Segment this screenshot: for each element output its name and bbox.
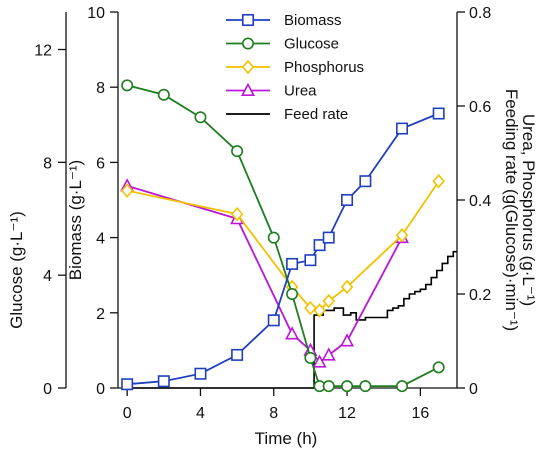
biomass-point <box>359 175 372 188</box>
glucose-point <box>231 145 244 158</box>
biomass-point <box>194 367 207 380</box>
biomass-point <box>231 348 244 361</box>
right-tick-label: 0.4 <box>469 193 491 210</box>
glucose-tick-label: 0 <box>43 381 52 398</box>
biomass-point <box>313 239 326 252</box>
glucose-point <box>194 111 207 124</box>
biomass-point <box>267 314 280 327</box>
legend-label: Feed rate <box>284 106 348 123</box>
urea-series <box>120 178 410 368</box>
glucose-line <box>126 84 440 388</box>
biomass-point <box>322 231 335 244</box>
glucose-point <box>322 380 335 393</box>
time-tick-label: 4 <box>196 405 205 422</box>
biomass-tick-label: 6 <box>96 155 105 172</box>
biomass-tick-label: 2 <box>96 306 105 323</box>
time-ticks: 0 4 8 12 16 <box>123 388 429 422</box>
biomass-series <box>121 107 445 391</box>
right-tick-label: 0.6 <box>469 99 491 116</box>
glucose-point <box>157 88 170 101</box>
urea-point <box>321 347 336 361</box>
legend-swatch-marker <box>240 82 256 96</box>
time-tick-label: 16 <box>411 405 429 422</box>
phosphorus-point <box>395 228 409 243</box>
time-axis: 0 4 8 12 16 Time (h) <box>118 387 457 448</box>
glucose-point <box>286 287 299 300</box>
biomass-point <box>121 378 134 391</box>
legend-swatch-marker <box>242 14 255 26</box>
biomass-point <box>304 254 317 267</box>
legend-swatch-marker <box>242 37 255 50</box>
biomass-line <box>127 112 440 386</box>
phosphorus-point <box>230 206 244 222</box>
legend: Biomass Glucose Phosphorus Urea Feed rate <box>226 12 364 123</box>
time-tick-label: 8 <box>269 405 278 422</box>
glucose-point <box>359 380 372 393</box>
legend-label: Biomass <box>284 12 342 29</box>
glucose-point <box>267 231 280 244</box>
biomass-point <box>396 122 409 135</box>
right-axis-title-line2: Feeding rate (g(Glucose)·min⁻¹) <box>502 89 521 331</box>
legend-label: Urea <box>284 83 317 100</box>
glucose-ticks: 0 4 8 12 <box>34 43 66 398</box>
phosphorus-point <box>313 303 326 318</box>
glucose-series <box>121 79 445 393</box>
phosphorus-point <box>322 293 335 309</box>
biomass-point <box>432 107 445 120</box>
glucose-axis: 0 4 8 12 Glucose (g·L⁻¹) <box>7 12 67 398</box>
glucose-tick-label: 12 <box>34 43 52 60</box>
glucose-axis-title: Glucose (g·L⁻¹) <box>7 211 26 329</box>
biomass-axis: 0 2 4 6 8 10 Biomass (g·L⁻¹) <box>66 5 119 398</box>
legend-entry-urea: Urea <box>226 83 317 100</box>
feed-rate-series <box>127 250 457 389</box>
right-tick-label: 0.2 <box>469 287 491 304</box>
glucose-tick-label: 8 <box>43 155 52 172</box>
urea-point <box>340 333 355 347</box>
time-axis-title: Time (h) <box>255 429 318 448</box>
biomass-point <box>286 257 299 270</box>
phosphorus-point <box>120 183 134 198</box>
biomass-point <box>341 194 354 207</box>
biomass-tick-label: 4 <box>96 231 105 248</box>
biomass-tick-label: 0 <box>96 381 105 398</box>
phosphorus-point <box>340 279 354 295</box>
legend-swatch-marker <box>241 59 255 75</box>
glucose-tick-label: 4 <box>43 268 52 285</box>
legend-entry-phosphorus: Phosphorus <box>226 59 364 76</box>
biomass-tick-label: 8 <box>96 80 105 97</box>
legend-label: Phosphorus <box>284 59 364 76</box>
phosphorus-point <box>304 300 317 316</box>
legend-entry-biomass: Biomass <box>226 12 342 29</box>
series-layer <box>120 79 457 393</box>
right-tick-label: 0.8 <box>469 5 491 22</box>
right-axis: 0 0.2 0.4 0.6 0.8 Urea, Phosphorus (g·L⁻¹) F… <box>456 5 538 398</box>
urea-point <box>285 326 300 340</box>
legend-entry-glucose: Glucose <box>226 36 339 53</box>
time-tick-label: 0 <box>123 405 132 422</box>
phosphorus-point <box>432 173 445 189</box>
legend-entry-feed-rate: Feed rate <box>226 106 348 123</box>
legend-label: Glucose <box>284 36 339 53</box>
time-tick-label: 12 <box>338 405 356 422</box>
glucose-point <box>396 380 409 393</box>
biomass-point <box>157 375 170 388</box>
glucose-point <box>341 380 354 393</box>
urea-point <box>312 354 327 368</box>
glucose-point <box>304 351 317 364</box>
glucose-point <box>432 361 445 374</box>
biomass-tick-label: 10 <box>87 5 105 22</box>
biomass-ticks: 0 2 4 6 8 10 <box>87 5 118 398</box>
right-ticks: 0 0.2 0.4 0.6 0.8 <box>457 5 491 398</box>
phosphorus-series <box>120 173 445 318</box>
right-tick-label: 0 <box>469 381 478 398</box>
right-axis-title-line1: Urea, Phosphorus (g·L⁻¹) <box>519 114 538 306</box>
feed-rate-line <box>127 250 457 389</box>
glucose-point <box>121 79 134 92</box>
biomass-axis-title: Biomass (g·L⁻¹) <box>66 160 85 280</box>
